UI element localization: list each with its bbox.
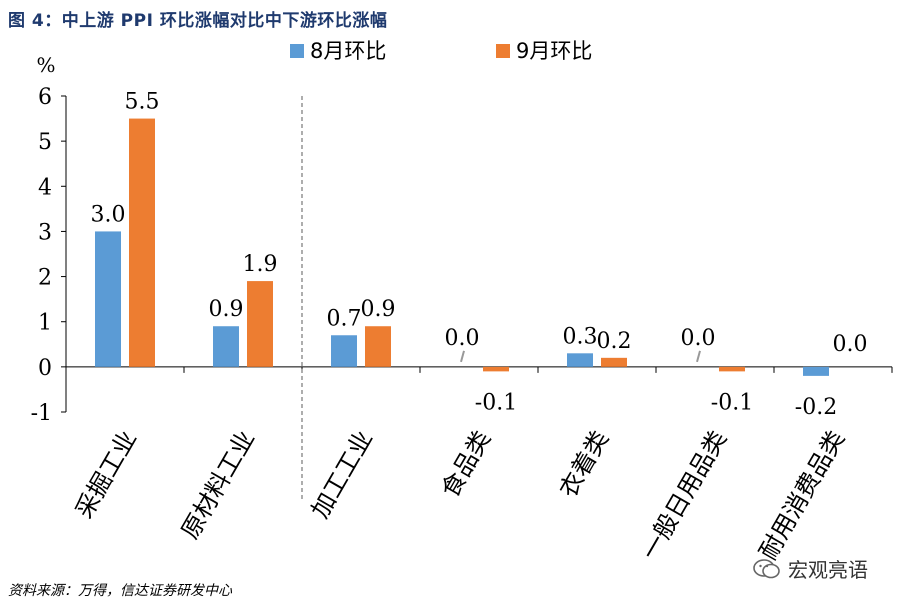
category-label-0: 采掘工业 [70,426,142,523]
bar-aug-1 [213,326,239,367]
data-label-sep-1: 1.9 [243,252,278,277]
data-label-aug-6: -0.2 [795,395,837,420]
data-label-sep-0: 5.5 [125,90,160,115]
legend-swatch-0 [290,44,304,58]
watermark: 宏观亮语 [752,554,868,583]
bar-sep-5 [719,366,745,372]
data-label-sep-5: -0.1 [711,390,753,415]
watermark-text: 宏观亮语 [788,558,868,582]
y-tick-label: 2 [38,266,52,291]
category-label-1: 原材料工业 [176,426,260,544]
data-label-sep-4: 0.2 [597,329,632,354]
data-label-sep-3: -0.1 [475,390,517,415]
bar-aug-6 [803,366,829,376]
bar-sep-0 [129,118,155,367]
data-label-aug-4: 0.3 [563,324,598,349]
y-tick-label: -1 [31,401,52,426]
legend-label-1: 9月环比 [516,39,592,63]
bar-aug-0 [95,231,121,367]
category-label-5: 一般日用品类 [636,426,732,565]
bar-aug-4 [567,353,593,367]
bar-sep-1 [247,281,273,367]
bar-sep-4 [601,357,627,367]
legend-swatch-1 [496,44,510,58]
y-tick-label: 5 [38,130,52,155]
category-label-3: 食品类 [436,426,496,502]
source-note: 资料来源：万得，信达证券研发中心 [8,583,232,599]
data-label-aug-0: 3.0 [91,202,126,227]
bar-sep-2 [365,326,391,367]
legend-label-0: 8月环比 [310,39,386,63]
category-label-2: 加工工业 [306,426,378,523]
y-tick-label: 0 [38,356,52,381]
y-axis-unit-label: % [36,53,55,77]
data-label-aug-2: 0.7 [327,306,362,331]
bar-aug-2 [331,335,357,367]
figure-title: 图 4：中上游 PPI 环比涨幅对比中下游环比涨幅 [8,11,388,31]
category-label-4: 衣着类 [554,426,614,502]
data-label-sep-2: 0.9 [361,297,396,322]
data-label-sep-6: 0.0 [833,332,868,357]
y-tick-label: 4 [38,175,52,200]
y-tick-label: 6 [38,85,52,110]
data-label-aug-3: 0.0 [445,326,480,351]
category-label-6: 耐用消费品类 [754,426,850,565]
zero-label-leader [696,350,701,363]
wechat-icon [753,558,780,578]
data-label-aug-1: 0.9 [209,297,244,322]
bar-sep-3 [483,366,509,372]
y-tick-label: 3 [38,220,52,245]
zero-label-leader [460,350,465,363]
y-tick-label: 1 [38,311,52,336]
data-label-aug-5: 0.0 [681,326,716,351]
